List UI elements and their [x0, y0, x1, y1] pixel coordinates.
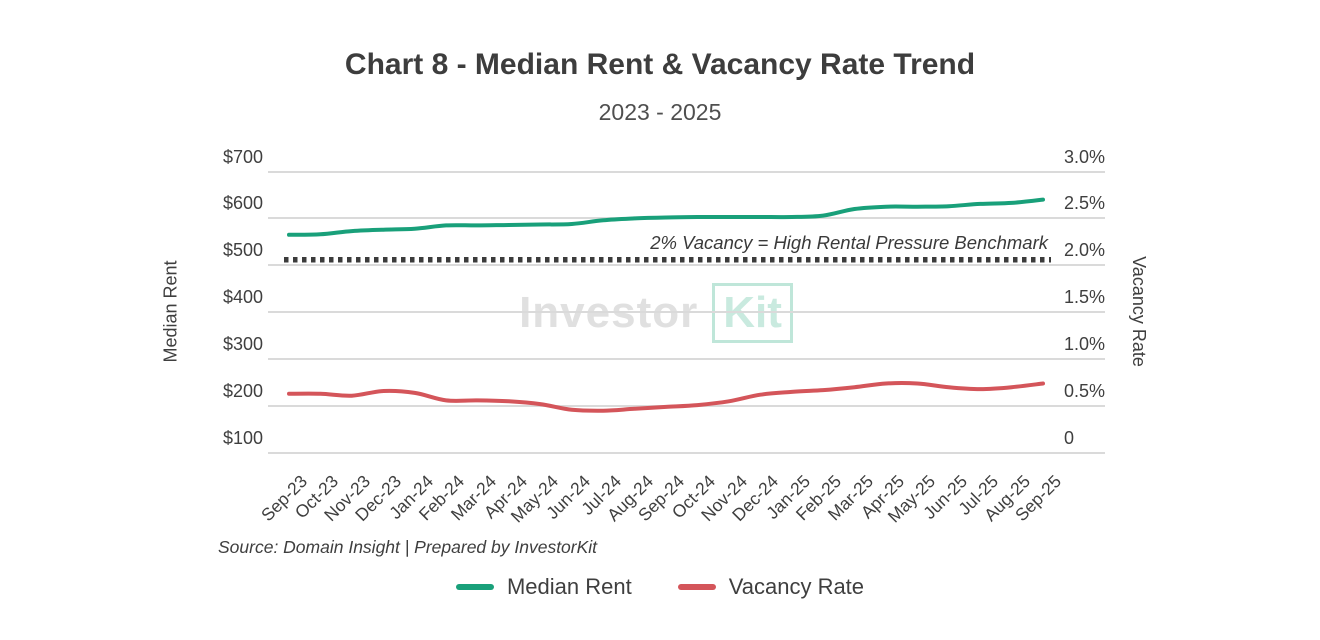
vacancy-rate-swatch-icon — [677, 584, 716, 590]
left-axis-tick: $300 — [222, 334, 263, 355]
left-axis-tick: $400 — [222, 287, 263, 308]
gridline — [268, 358, 1105, 361]
gridline — [268, 451, 1105, 454]
right-axis-tick: 0 — [1064, 427, 1075, 448]
left-axis-tick: $600 — [222, 193, 263, 214]
vacancy-rate-line — [287, 381, 1045, 413]
chart-subtitle: 2023 - 2025 — [598, 99, 722, 125]
gridline — [268, 311, 1105, 314]
left-axis-tick: $200 — [222, 381, 263, 401]
legend-label: Vacancy Rate — [728, 574, 865, 599]
gridline — [268, 170, 1105, 173]
left-axis-tick: $700 — [222, 146, 263, 167]
source-note: Source: Domain Insight | Prepared by Inv… — [218, 537, 598, 557]
chart-title: Chart 8 - Median Rent & Vacancy Rate Tre… — [344, 48, 976, 81]
right-axis-tick: 3.0% — [1064, 146, 1106, 167]
median-rent-swatch-icon — [455, 584, 494, 590]
legend-item-median-rent: Median Rent — [455, 574, 632, 600]
benchmark-annotation: 2% Vacancy = High Rental Pressure Benchm… — [650, 232, 1048, 253]
gridline — [268, 264, 1105, 267]
median-rent-line — [287, 197, 1045, 237]
right-axis-tick: 1.5% — [1064, 287, 1106, 308]
left-axis-tick: $500 — [222, 240, 263, 261]
right-axis-tick: 1.0% — [1064, 334, 1106, 355]
left-axis-tick: $100 — [222, 427, 263, 448]
right-axis-tick: 0.5% — [1064, 381, 1106, 401]
legend: Median Rent Vacancy Rate — [0, 574, 1320, 600]
legend-item-vacancy-rate: Vacancy Rate — [677, 574, 865, 600]
right-axis-tick: 2.0% — [1064, 240, 1106, 261]
legend-label: Median Rent — [506, 574, 632, 599]
right-axis-tick: 2.5% — [1064, 193, 1106, 214]
